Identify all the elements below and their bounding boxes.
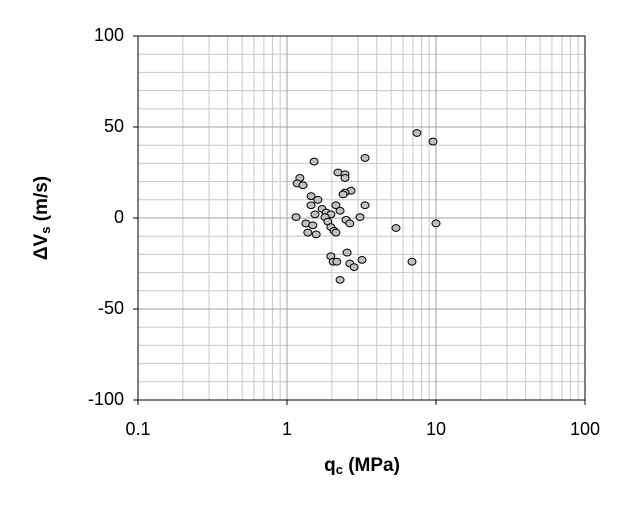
x-tick-label: 1 <box>282 419 292 439</box>
point <box>412 129 422 137</box>
point <box>357 255 367 264</box>
point <box>291 213 301 221</box>
x-axis-title: qc (MPa) <box>324 455 400 477</box>
point <box>331 201 341 210</box>
y-tick-label: 50 <box>104 116 124 136</box>
point <box>360 154 370 162</box>
y-tick-label: -50 <box>98 298 124 318</box>
point <box>360 201 370 210</box>
y-title-subscript: s <box>38 227 53 234</box>
y-tick-label: 0 <box>114 207 124 227</box>
point <box>342 248 352 257</box>
x-title-subscript: c <box>336 462 343 477</box>
point <box>306 201 316 210</box>
x-title-part: (MPa) <box>343 455 400 476</box>
point <box>338 190 348 199</box>
point <box>298 181 308 190</box>
point <box>340 174 350 182</box>
x-tick-label: 10 <box>426 419 446 439</box>
y-title-part: ΔV <box>31 233 52 260</box>
y-tick-label: -100 <box>88 389 124 409</box>
point <box>345 219 355 228</box>
plot-frame <box>137 35 586 401</box>
x-tick-label: 0.1 <box>125 419 150 439</box>
point <box>428 137 438 146</box>
point <box>332 257 342 266</box>
point <box>303 228 313 237</box>
y-title-part: (m/s) <box>31 176 52 227</box>
point <box>313 195 323 204</box>
point <box>311 230 321 239</box>
point <box>355 213 365 221</box>
point <box>308 221 318 230</box>
x-title-part: q <box>324 455 336 476</box>
x-tick-label: 100 <box>570 419 600 439</box>
point <box>391 224 401 232</box>
y-tick-label: 100 <box>94 25 124 45</box>
point <box>310 210 320 219</box>
y-axis-title: ΔVs (m/s) <box>31 176 53 260</box>
point <box>431 219 441 228</box>
point <box>306 192 316 201</box>
point <box>335 275 345 284</box>
point <box>335 206 345 215</box>
point <box>349 263 359 272</box>
point <box>331 228 341 237</box>
point <box>309 157 319 166</box>
point <box>407 257 417 266</box>
